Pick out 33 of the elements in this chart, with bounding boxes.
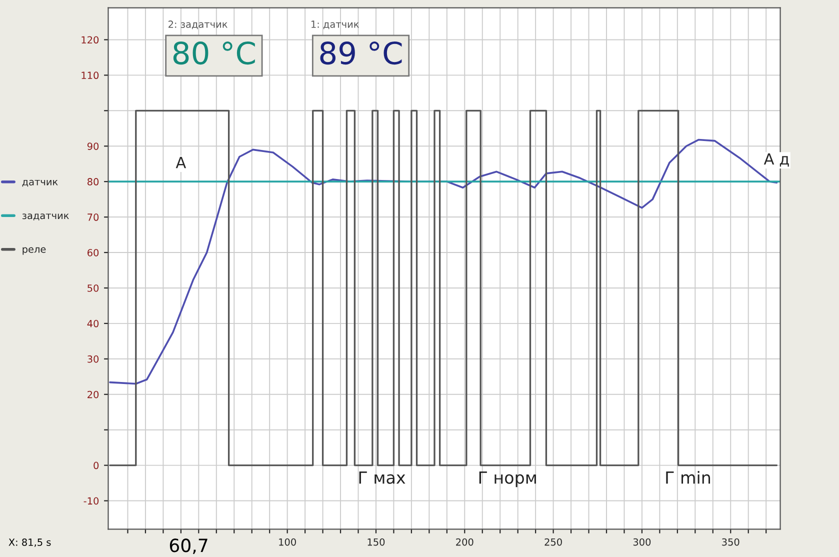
annotation: 1: датчик (312, 20, 359, 30)
y-tick-label: 0 (94, 462, 99, 470)
y-tick-label: 40 (87, 320, 99, 328)
annotation: 80 °C (173, 41, 255, 65)
y-tick-label: 80 (87, 178, 99, 186)
x-tick-label: 300 (633, 538, 651, 546)
y-tick-label: -10 (84, 497, 99, 505)
annotation: Г норм (479, 471, 536, 488)
y-tick-label: 110 (82, 72, 99, 80)
legend-label: задатчик (22, 214, 69, 220)
x-tick-label: 250 (544, 538, 562, 546)
y-tick-label: 70 (88, 214, 99, 221)
x-tick-label: 100 (279, 538, 296, 546)
x-tick-label: 150 (368, 538, 385, 546)
annotation: 89 °C (320, 41, 402, 65)
y-tick-label: 60 (88, 248, 99, 256)
y-tick-label: 20 (88, 390, 99, 398)
legend-label: датчик (22, 180, 58, 187)
line-series (109, 138, 778, 385)
legend-label: реле (22, 247, 46, 255)
annotation: А д (764, 153, 789, 167)
annotation: Г мах (359, 471, 406, 484)
y-tick-label: 30 (88, 355, 99, 363)
annotation: A (176, 156, 186, 168)
y-tick-label: 50 (88, 284, 99, 292)
x-tick-label: 200 (456, 538, 474, 546)
text: X: 81,5 s (8, 538, 51, 547)
text: 60,7 (170, 538, 208, 554)
y-tick-label: 90 (87, 142, 99, 150)
annotation: Г min (666, 470, 710, 484)
y-tick-label: 120 (82, 36, 99, 44)
x-tick-label: 350 (722, 538, 740, 546)
annotation: 2: задатчик (168, 20, 228, 30)
